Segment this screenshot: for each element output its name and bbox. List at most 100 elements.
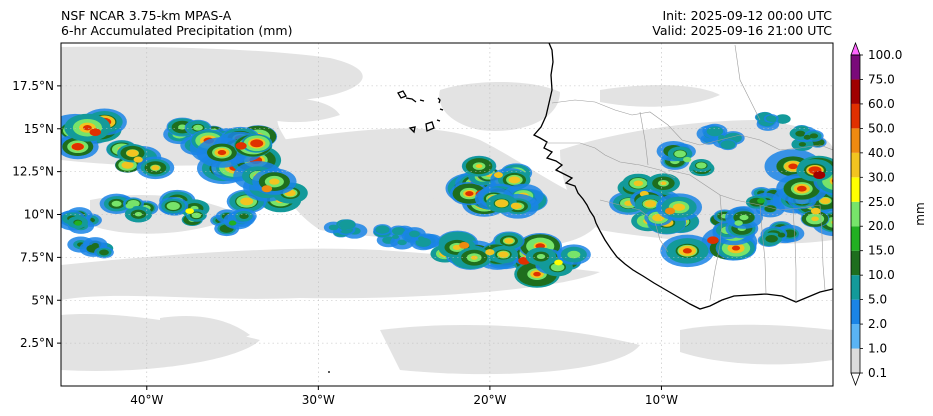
precip-contour (191, 212, 202, 219)
precip-cell (461, 155, 533, 192)
colorbar-label: 30.0 (868, 170, 895, 184)
colorbar-segment (851, 275, 860, 300)
precip-contour (682, 248, 692, 254)
precip-contour (731, 245, 741, 251)
lon-tick-label: 30°W (302, 393, 335, 407)
precip-core (89, 128, 102, 137)
colorbar-label: 5.0 (868, 293, 887, 307)
precip-contour (328, 224, 339, 231)
precip-core (228, 220, 237, 226)
precip-cell (709, 206, 763, 240)
lat-tick-label: 12.5°N (12, 165, 54, 179)
precip-contour (250, 139, 264, 148)
precip-core (392, 234, 399, 240)
colorbar-extend-high (850, 41, 861, 56)
borders (545, 44, 833, 302)
coastline (532, 43, 833, 310)
lat-tick-label: 17.5°N (12, 79, 54, 93)
colorbar-label: 50.0 (868, 121, 895, 135)
colorbar-label: 2.0 (868, 317, 887, 331)
colorbar-segment (851, 201, 860, 227)
precip-cell (323, 219, 368, 239)
precip-contour (536, 254, 546, 260)
precip-core (235, 142, 247, 150)
colorbar-segment (851, 226, 860, 251)
precip-core (133, 156, 143, 163)
precip-core (757, 198, 765, 204)
precip-contour (391, 227, 406, 236)
precip-contour (672, 203, 686, 211)
precip-contour (504, 238, 514, 244)
colorbar-segment (851, 128, 860, 153)
lon-axis: 40°W 30°W 20°W 10°W (130, 386, 678, 407)
lat-tick-label: 2.5°N (20, 336, 54, 350)
precip-cell (226, 161, 308, 214)
colorbar-label: 25.0 (868, 195, 895, 209)
lat-tick-label: 7.5°N (20, 250, 54, 264)
precip-contour (809, 133, 819, 139)
precip-cell (789, 125, 827, 151)
colorbar-segment (851, 55, 860, 80)
precip-contour (795, 130, 806, 137)
precip-cell (61, 207, 102, 234)
precip-core (777, 232, 786, 238)
precip-core (554, 259, 563, 266)
precip-core (664, 207, 676, 215)
precip-core (74, 220, 83, 226)
precip-cell (196, 125, 278, 168)
cape-verde-islands (328, 90, 444, 373)
precip-contour (831, 220, 833, 225)
precip-contour (269, 178, 280, 185)
field-name: 6-hr Accumulated Precipitation (mm) (61, 23, 293, 38)
colorbar-segment (851, 103, 860, 129)
precip-contour (811, 216, 819, 222)
precip-contour (633, 180, 644, 187)
precip-core (91, 242, 99, 248)
precip-core (683, 156, 692, 163)
lat-axis: 2.5°N 5°N 7.5°N 10°N 12.5°N 15°N 17.5°N (12, 79, 61, 350)
precip-colorbar: 0.1 1.0 2.0 5.0 10.0 15.0 20.0 25.0 30.0 40.0 50.0… (850, 41, 927, 387)
precip-core (185, 208, 194, 214)
precip-cell (401, 227, 443, 251)
lat-tick-label: 5°N (31, 293, 54, 307)
precip-contour (465, 191, 474, 197)
lon-tick-label: 40°W (130, 393, 163, 407)
precip-core (340, 226, 348, 231)
precip-contour (842, 184, 850, 189)
precip-contour (397, 239, 407, 246)
colorbar-unit: mm (913, 202, 927, 225)
precip-cell (61, 108, 127, 160)
precip-contour (375, 225, 390, 234)
precip-contour (696, 162, 707, 169)
colorbar-label: 100.0 (868, 48, 902, 62)
precip-contour (644, 200, 657, 208)
precip-contour (739, 214, 749, 221)
precip-contour (193, 124, 203, 131)
colorbar-segment (851, 348, 860, 373)
precip-contour (533, 271, 541, 277)
colorbar-segment (851, 79, 860, 104)
precip-cell (158, 189, 210, 227)
precip-contour (99, 249, 109, 256)
colorbar-label: 0.1 (868, 366, 887, 380)
precip-contour (829, 177, 833, 185)
colorbar-segment (851, 299, 860, 325)
precip-core (125, 203, 134, 209)
colorbar-segment (851, 250, 860, 276)
precip-cell (656, 140, 715, 177)
precip-cell (373, 224, 415, 250)
precip-contour (774, 114, 791, 124)
colorbar-segment (851, 152, 860, 178)
precip-cell (456, 231, 525, 270)
precip-contour (550, 263, 565, 272)
precip-core (418, 236, 425, 241)
colorbar-label: 40.0 (868, 146, 895, 160)
precip-contour (452, 244, 462, 250)
colorbar-label: 20.0 (868, 219, 895, 233)
colorbar-label: 10.0 (868, 268, 895, 282)
colorbar-segment (851, 177, 860, 202)
precip-contour (126, 149, 139, 157)
lat-tick-label: 10°N (24, 208, 54, 222)
precip-cell (67, 236, 114, 259)
precip-contour (71, 143, 84, 151)
